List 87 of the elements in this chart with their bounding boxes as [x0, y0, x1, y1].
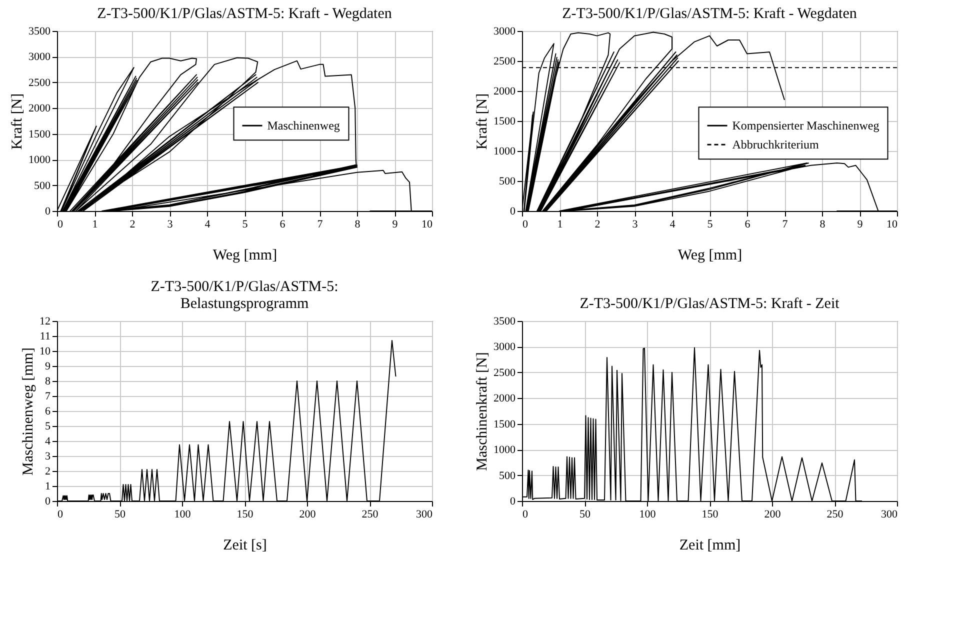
x-tick-label: 4: [670, 218, 676, 230]
y-tick-label: 11: [40, 330, 50, 342]
x-tick-label: 50: [580, 508, 591, 520]
y-tick-label: 3: [45, 450, 51, 462]
y-tick-label: 6: [45, 406, 51, 418]
y-tick-label: 2000: [494, 86, 516, 98]
chart-title: Z-T3-500/K1/P/Glas/ASTM-5: Kraft - Wegdaten: [562, 6, 858, 22]
chart-title: Z-T3-500/K1/P/Glas/ASTM-5: Belastungsprogramm: [150, 279, 338, 312]
x-tick-label: 100: [174, 508, 192, 520]
x-tick-label: 150: [702, 508, 719, 520]
x-tick-label: 5: [242, 218, 248, 230]
y-tick-label: 4: [45, 436, 51, 448]
legend-label: Maschinenweg: [267, 118, 340, 133]
chart-title: Z-T3-500/K1/P/Glas/ASTM-5: Kraft - Zeit: [580, 296, 840, 312]
y-tick-label: 500: [499, 176, 516, 188]
x-tick-label: 0: [522, 218, 528, 230]
y-tick-label: 1500: [494, 116, 516, 128]
x-tick-label: 7: [782, 218, 788, 230]
y-tick-label: 500: [34, 180, 51, 192]
x-tick-label: 5: [707, 218, 714, 230]
y-axis-title: Maschinenweg [mm]: [20, 348, 36, 476]
x-axis-title: Weg [mm]: [678, 248, 742, 264]
x-tick-label: 300: [416, 508, 433, 520]
x-tick-label: 0: [58, 218, 64, 230]
y-tick-label: 8: [45, 376, 51, 388]
y-tick-label: 3000: [28, 51, 51, 64]
y-tick-label: 1000: [494, 444, 516, 456]
x-tick-label: 200: [764, 508, 782, 520]
y-tick-label: 5: [45, 420, 51, 432]
y-tick-label: 0: [510, 496, 516, 508]
y-tick-label: 0: [45, 496, 51, 508]
y-tick-label: 2000: [494, 392, 516, 405]
y-tick-label: 1500: [28, 128, 51, 140]
y-tick-label: 2000: [28, 102, 51, 115]
x-tick-label: 3: [632, 218, 638, 230]
y-tick-label: 7: [45, 390, 51, 402]
y-tick-label: 3000: [494, 26, 516, 38]
x-tick-label: 4: [204, 218, 211, 230]
y-tick-label: 2: [45, 466, 50, 478]
x-tick-label: 3: [167, 218, 174, 230]
x-tick-label: 100: [639, 508, 656, 520]
x-tick-label: 9: [392, 218, 398, 230]
y-tick-label: 10: [40, 346, 51, 358]
x-tick-label: 0: [522, 508, 528, 520]
y-tick-label: 0: [45, 206, 51, 218]
x-tick-label: 10: [886, 218, 898, 230]
y-tick-label: 9: [45, 360, 51, 372]
y-tick-label: 1000: [494, 146, 516, 158]
x-tick-label: 250: [362, 508, 379, 520]
x-tick-label: 300: [881, 508, 898, 520]
x-tick-label: 200: [299, 508, 316, 520]
x-axis-title: Weg [mm]: [212, 248, 278, 264]
x-axis-title: Zeit [s]: [223, 538, 267, 554]
y-tick-label: 2500: [494, 56, 516, 68]
x-tick-label: 6: [744, 218, 751, 230]
y-axis-title: Kraft [N]: [10, 93, 26, 150]
y-tick-label: 3500: [28, 26, 51, 38]
legend-label: Abbruchkriterium: [732, 138, 820, 152]
x-tick-label: 1: [92, 218, 98, 230]
x-tick-label: 6: [280, 218, 286, 230]
x-tick-label: 8: [820, 218, 826, 230]
x-tick-label: 250: [826, 508, 844, 520]
x-tick-label: 8: [354, 218, 361, 230]
legend-label: Kompensierter Maschinenweg: [732, 118, 880, 133]
x-tick-label: 9: [857, 218, 864, 230]
chart-title: Z-T3-500/K1/P/Glas/ASTM-5: Kraft - Wegdaten: [97, 6, 392, 22]
x-tick-label: 2: [130, 218, 136, 230]
y-tick-label: 1: [45, 480, 50, 492]
y-tick-label: 3000: [494, 341, 516, 354]
x-tick-label: 150: [236, 508, 254, 520]
y-tick-label: 12: [40, 316, 50, 328]
y-tick-label: 1000: [28, 154, 51, 166]
y-tick-label: 0: [510, 206, 516, 218]
y-axis-title: Kraft [N]: [474, 93, 490, 150]
x-tick-label: 7: [317, 218, 324, 230]
y-axis-title: Maschinenkraft [N]: [474, 352, 490, 471]
y-tick-label: 1500: [494, 418, 516, 430]
x-tick-label: 50: [114, 508, 126, 520]
x-tick-label: 0: [58, 508, 64, 520]
y-tick-label: 2500: [494, 366, 516, 379]
y-tick-label: 3500: [494, 316, 516, 328]
x-tick-label: 10: [422, 218, 433, 230]
x-tick-label: 1: [557, 218, 563, 230]
y-tick-label: 2500: [28, 76, 51, 89]
x-tick-label: 2: [594, 218, 600, 230]
x-axis-title: Zeit [mm]: [679, 538, 741, 554]
y-tick-label: 500: [499, 470, 516, 482]
